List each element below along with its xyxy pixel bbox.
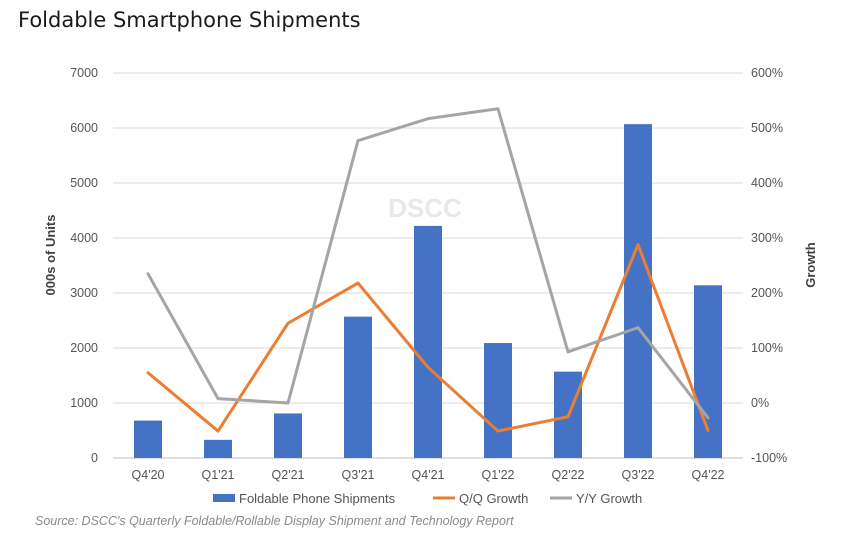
x-tick: Q4'20: [132, 468, 165, 482]
y-tick-left: 1000: [70, 396, 98, 410]
y-tick-right: 500%: [751, 121, 783, 135]
x-tick: Q4'21: [412, 468, 445, 482]
chart-title: Foldable Smartphone Shipments: [18, 8, 361, 32]
y-tick-left: 0: [91, 451, 98, 465]
legend-label: Y/Y Growth: [576, 491, 642, 506]
y-tick-right: 400%: [751, 176, 783, 190]
legend-label: Q/Q Growth: [459, 491, 528, 506]
series-line: [146, 243, 710, 433]
bar: [624, 124, 652, 459]
x-tick: Q2'22: [552, 468, 585, 482]
bar: [204, 439, 232, 458]
y-tick-left: 4000: [70, 231, 98, 245]
bar: [134, 420, 162, 458]
y-tick-right: -100%: [751, 451, 787, 465]
y-axis-left-ticks: 0 1000 2000 3000 4000 5000 6000 7000: [70, 66, 98, 465]
y-axis-right-ticks: -100% 0% 100% 200% 300% 400% 500% 600%: [751, 66, 787, 465]
x-axis-ticks: Q4'20 Q1'21 Q2'21 Q3'21 Q4'21 Q1'22 Q2'22 Q3'22…: [132, 468, 725, 482]
x-tick: Q1'21: [202, 468, 235, 482]
x-tick: Q1'22: [482, 468, 515, 482]
y-axis-right-title: Growth: [803, 242, 818, 288]
bar: [484, 343, 512, 458]
y-tick-right: 0%: [751, 396, 769, 410]
legend: Foldable Phone Shipments Q/Q Growth Y/Y Gr…: [213, 491, 642, 506]
bars: [134, 124, 722, 459]
bar: [274, 413, 302, 458]
bar: [414, 225, 442, 458]
x-tick: Q3'22: [622, 468, 655, 482]
x-tick: Q4'22: [692, 468, 725, 482]
y-tick-left: 2000: [70, 341, 98, 355]
y-tick-right: 600%: [751, 66, 783, 80]
bar: [344, 316, 372, 458]
y-tick-right: 100%: [751, 341, 783, 355]
y-axis-left-title: 000s of Units: [43, 215, 58, 296]
y-tick-right: 300%: [751, 231, 783, 245]
lines: [146, 107, 710, 433]
y-tick-left: 7000: [70, 66, 98, 80]
bar: [694, 285, 722, 458]
y-tick-right: 200%: [751, 286, 783, 300]
legend-label: Foldable Phone Shipments: [239, 491, 396, 506]
y-tick-left: 6000: [70, 121, 98, 135]
source-note: Source: DSCC's Quarterly Foldable/Rollab…: [35, 514, 514, 528]
y-tick-left: 5000: [70, 176, 98, 190]
watermark: DSCC: [388, 193, 462, 223]
series-line: [146, 107, 710, 420]
y-tick-left: 3000: [70, 286, 98, 300]
legend-swatch: [213, 494, 235, 502]
x-tick: Q2'21: [272, 468, 305, 482]
x-tick: Q3'21: [342, 468, 375, 482]
